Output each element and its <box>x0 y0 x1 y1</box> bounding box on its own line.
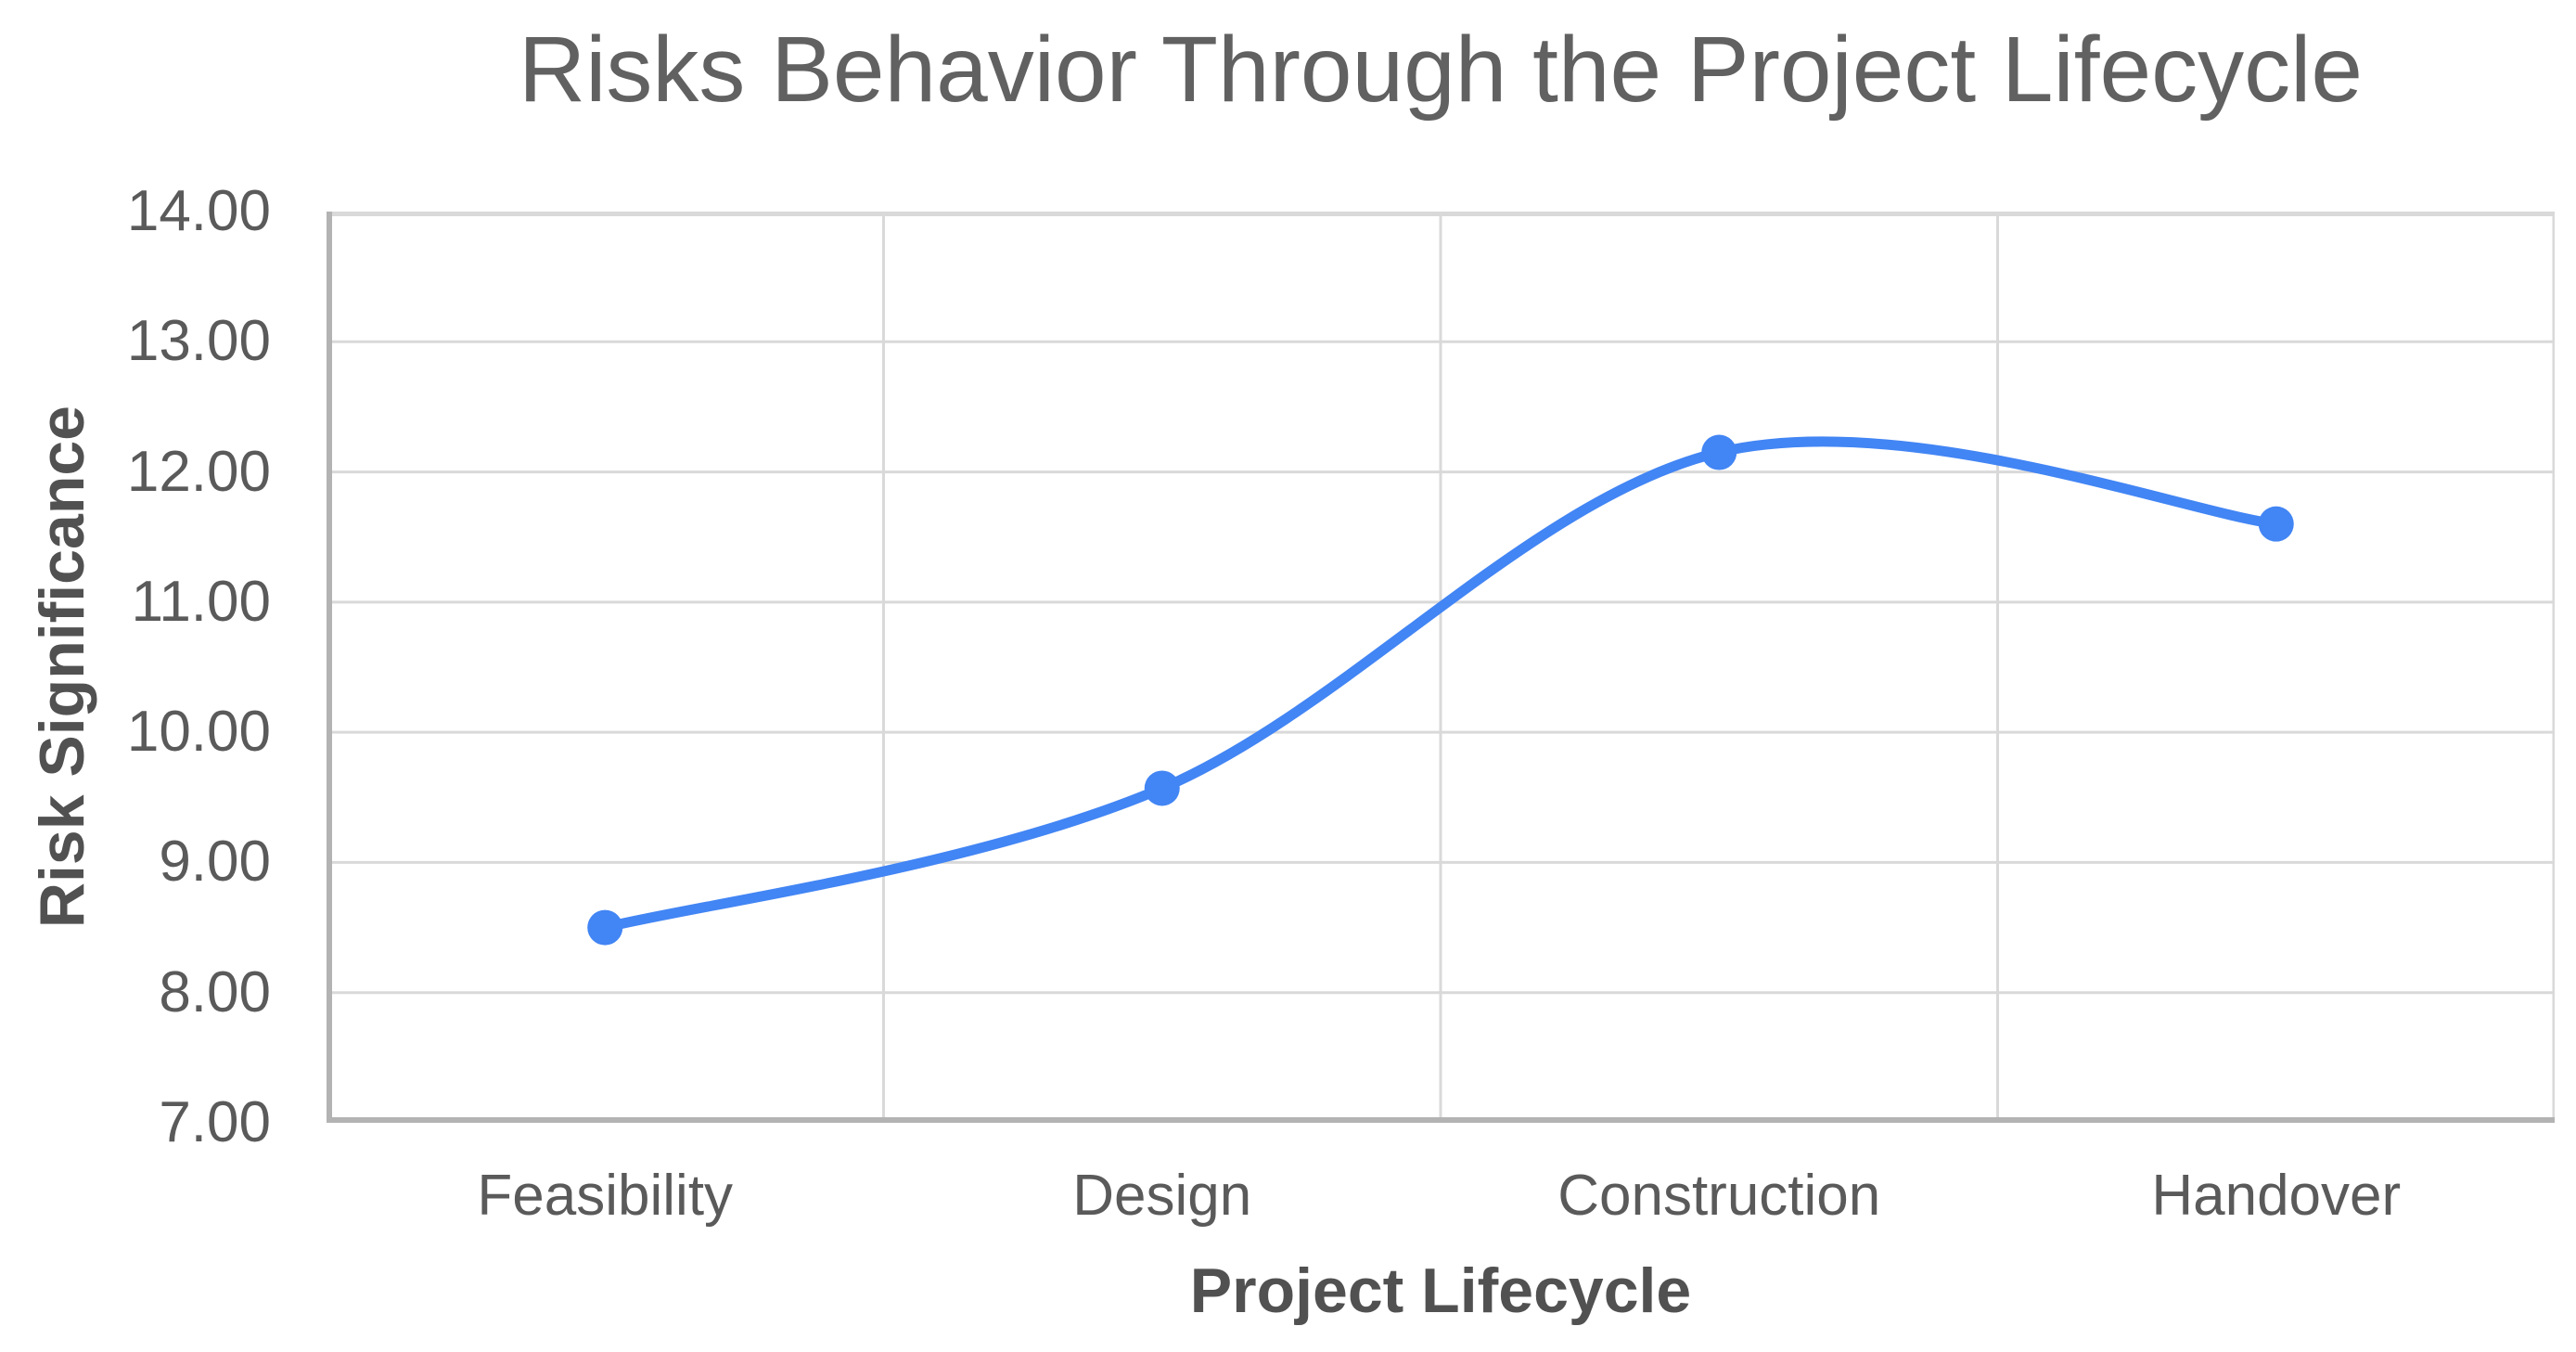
y-tick-label: 13.00 <box>126 309 271 374</box>
x-axis-title: Project Lifecycle <box>1189 1255 1692 1326</box>
data-point-handover <box>2258 506 2294 542</box>
series-line <box>599 436 2282 934</box>
axis-line <box>327 212 2555 1123</box>
y-axis-tick-labels: 14.00 13.00 12.00 11.00 10.00 9.00 8.00 … <box>0 183 271 1152</box>
plot-canvas <box>327 212 2555 1123</box>
x-tick-label-design: Design <box>1072 1164 1252 1228</box>
y-tick-label: 10.00 <box>126 700 271 765</box>
data-point-feasibility <box>587 909 623 946</box>
x-tick-label-handover: Handover <box>2151 1164 2402 1228</box>
chart-title: Risks Behavior Through the Project Lifec… <box>519 18 2363 122</box>
y-tick-label: 7.00 <box>159 1089 271 1154</box>
y-tick-label: 11.00 <box>131 569 271 634</box>
y-tick-label: 14.00 <box>126 179 271 243</box>
y-tick-label: 8.00 <box>159 959 271 1024</box>
y-tick-label: 12.00 <box>126 439 271 504</box>
x-tick-label-feasibility: Feasibility <box>477 1164 734 1228</box>
x-axis-tick-labels: Feasibility Design Construction Handover <box>327 1160 2555 1232</box>
data-point-construction <box>1701 434 1737 470</box>
plot-border <box>327 212 2555 1123</box>
data-point-design <box>1144 770 1180 806</box>
y-tick-label: 9.00 <box>159 830 271 895</box>
plot-area <box>327 212 2555 1123</box>
x-tick-label-construction: Construction <box>1557 1164 1881 1228</box>
